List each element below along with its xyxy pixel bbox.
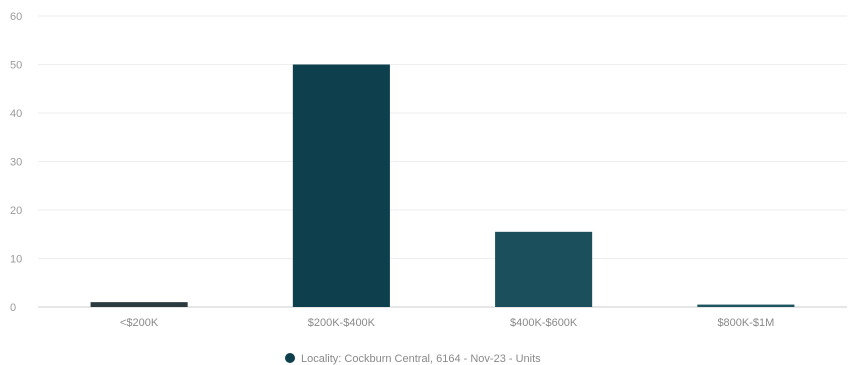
x-tick-label: <$200K: [120, 317, 159, 329]
y-tick-label: 0: [10, 302, 16, 314]
legend[interactable]: Locality: Cockburn Central, 6164 - Nov-2…: [285, 353, 541, 365]
gridlines: [38, 15, 847, 308]
legend-label[interactable]: Locality: Cockburn Central, 6164 - Nov-2…: [301, 353, 541, 365]
x-tick-label: $800K-$1M: [717, 317, 774, 329]
y-tick-label: 30: [10, 157, 22, 169]
y-tick-label: 20: [10, 205, 22, 217]
legend-marker-icon[interactable]: [285, 353, 295, 363]
y-tick-label: 40: [10, 108, 22, 120]
x-tick-label: $400K-$600K: [510, 317, 578, 329]
y-tick-label: 10: [10, 254, 22, 266]
x-axis: <$200K $200K-$400K $400K-$600K $800K-$1M: [120, 317, 774, 329]
x-tick-label: $200K-$400K: [308, 317, 376, 329]
bars: [90, 64, 795, 308]
y-tick-label: 60: [10, 11, 22, 23]
bar-0[interactable]: [90, 302, 188, 307]
y-axis: 0 10 20 30 40 50 60: [10, 11, 22, 314]
bar-3[interactable]: [697, 304, 795, 307]
bar-1[interactable]: [292, 64, 390, 308]
y-tick-label: 50: [10, 60, 22, 72]
bar-2[interactable]: [495, 231, 593, 307]
